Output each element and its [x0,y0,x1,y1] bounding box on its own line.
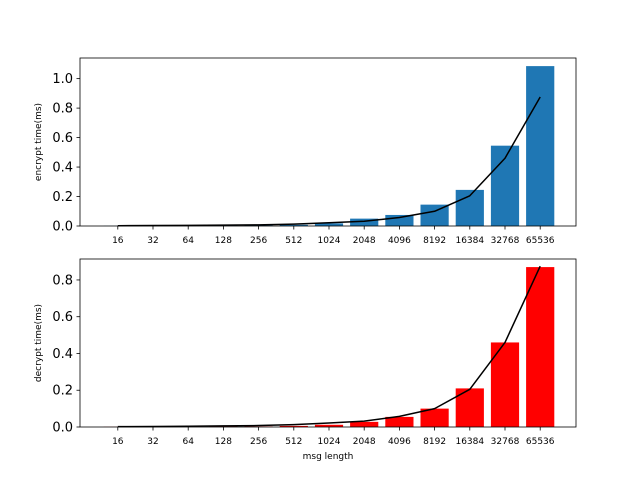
encrypt-x-tick-label: 256 [250,236,267,246]
encrypt-x-tick-label: 32 [147,236,158,246]
decrypt-x-tick-label: 128 [215,437,232,447]
encrypt-y-tick-label: 0.8 [52,102,73,117]
encrypt-x-tick-label: 128 [215,236,232,246]
encrypt-bar-8192 [420,204,449,226]
decrypt-x-tick-label: 256 [250,437,267,447]
decrypt-x-tick-label: 32 [147,437,158,447]
decrypt-time-chart: 16 32 64 128 256 512 1024 2048 4096 8192 16384 3276… [34,258,577,462]
encrypt-time-chart: 16 32 64 128 256 512 1024 2048 4096 8192 16384 3276… [34,57,577,246]
encrypt-bar-4096 [385,214,414,226]
encrypt-trend-line [117,96,541,227]
encrypt-y-tick-label: 0.4 [52,161,73,176]
encrypt-x-tick-label: 1024 [318,236,341,246]
encrypt-x-tick-label: 32768 [491,236,520,246]
encrypt-x-tick-label: 65536 [526,236,555,246]
decrypt-y-tick-label: 0.0 [52,421,73,436]
decrypt-y-tick-label: 0.4 [52,347,73,362]
encrypt-bar-1024 [314,223,344,226]
encrypt-x-tick-label: 16 [112,236,124,246]
encrypt-x-tick-label: 2048 [353,236,376,246]
encrypt-x-tick-label: 512 [285,236,302,246]
encrypt-x-tick-label: 4096 [388,236,411,246]
decrypt-bar-4096 [385,416,414,427]
decrypt-bar-65536 [526,267,555,427]
encrypt-plot-area: 16 32 64 128 256 512 1024 2048 4096 8192 16384 3276… [52,57,577,246]
encrypt-y-tick-label: 0.6 [52,131,73,146]
decrypt-bar-512 [279,425,308,427]
decrypt-axes-frame [79,258,577,428]
decrypt-trend-line [117,265,541,428]
encrypt-y-tick-label: 0.0 [52,220,73,235]
encrypt-x-tick-label: 8192 [423,236,446,246]
decrypt-y-tick-label: 0.2 [52,384,73,399]
encrypt-x-tick-label: 16384 [455,236,484,246]
decrypt-x-tick-label: 4096 [388,437,411,447]
decrypt-x-tick-label: 16384 [455,437,484,447]
decrypt-x-tick-label: 16 [112,437,124,447]
decrypt-x-axis-label: msg length [303,452,354,462]
decrypt-x-tick-label: 2048 [353,437,376,447]
encrypt-x-tick-label: 64 [182,236,194,246]
encrypt-bar-65536 [526,66,555,226]
encrypt-y-tick-label: 1.0 [52,72,73,87]
encrypt-y-tick-label: 0.2 [52,190,73,205]
decrypt-x-tick-label: 32768 [491,437,520,447]
decrypt-plot-area: 16 32 64 128 256 512 1024 2048 4096 8192 16384 3276… [52,258,577,447]
decrypt-y-tick-label: 0.6 [52,310,73,325]
encrypt-y-axis-label: encrypt time(ms) [34,103,44,181]
encrypt-axes-frame [79,57,577,227]
decrypt-x-tick-label: 1024 [318,437,341,447]
decrypt-bar-8192 [420,408,449,427]
encrypt-bar-512 [279,224,308,226]
decrypt-bar-1024 [314,424,344,427]
decrypt-bar-32768 [490,342,520,427]
decrypt-y-tick-label: 0.8 [52,273,73,288]
decrypt-x-tick-label: 512 [285,437,302,447]
decrypt-x-tick-label: 65536 [526,437,555,447]
decrypt-bar-2048 [350,421,379,427]
decrypt-x-tick-label: 8192 [423,437,446,447]
decrypt-x-tick-label: 64 [182,437,194,447]
encrypt-bar-2048 [350,218,379,226]
decrypt-y-axis-label: decrypt time(ms) [34,304,44,382]
